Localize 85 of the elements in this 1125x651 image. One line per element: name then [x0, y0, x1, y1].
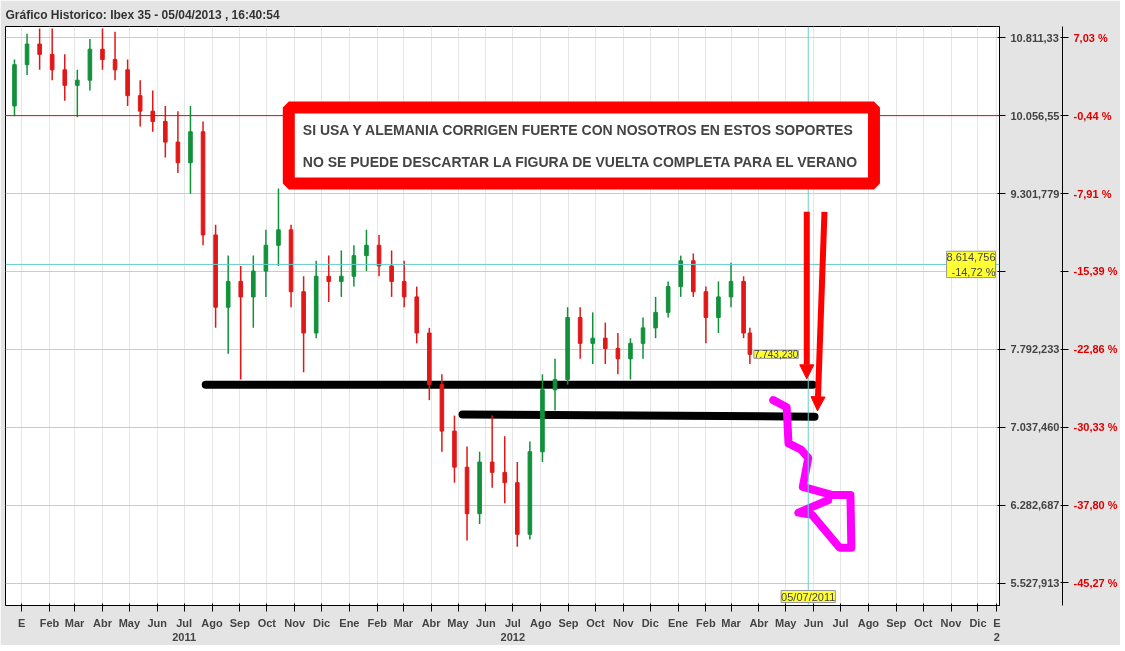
x-tick-label: Nov: [612, 616, 635, 629]
annotation: 7.743,230: [753, 349, 799, 361]
candlestick: [401, 260, 407, 308]
x-tick-label: Ago: [529, 616, 552, 629]
candlestick: [238, 265, 244, 381]
x-tick-label: Oct: [586, 616, 605, 629]
candlestick: [653, 296, 658, 339]
candlestick: [150, 89, 156, 133]
x-tick-label: E: [17, 616, 26, 629]
x-tick-label: Nov: [940, 616, 963, 629]
x-tick-label: May: [447, 616, 470, 629]
x-tick-label: Feb: [39, 616, 60, 629]
x-tick-label: May: [775, 616, 798, 629]
y2-tick-label: -0,44 %: [1073, 109, 1112, 122]
candlestick: [728, 262, 734, 308]
x-tick-label: Dic: [969, 616, 987, 629]
x-tick-label: Jun: [476, 616, 496, 629]
y-tick-label: 5.527,913: [1010, 577, 1060, 590]
y-tick-label: 6.282,687: [1010, 499, 1060, 512]
x-tick-label: May: [118, 616, 141, 629]
candlestick: [389, 249, 394, 298]
x-tick-label: Dic: [641, 616, 659, 629]
y2-tick-label: -22,86 %: [1073, 343, 1118, 356]
candlestick: [175, 110, 181, 174]
y-tick-label: 10.056,55: [1010, 109, 1060, 122]
candlestick: [590, 311, 596, 365]
x-tick-label: Sep: [558, 616, 579, 629]
x-tick-label: Feb: [367, 616, 388, 629]
y2-tick-label: -30,33 %: [1073, 421, 1118, 434]
x-tick-label: Abr: [749, 616, 770, 629]
x-tick-label: Jul 2011: [172, 616, 197, 643]
x-tick-label: Ene: [667, 616, 689, 629]
x-tick-label: Jun: [803, 616, 824, 629]
x-tick-label: Dic: [313, 616, 331, 629]
candlestick: [628, 337, 633, 381]
candlestick: [100, 27, 105, 71]
candlestick: [49, 27, 55, 81]
y2-tick-label: -15,39 %: [1073, 265, 1118, 278]
x-tick-label: Mar: [393, 616, 414, 629]
y2-tick-label: -45,27 %: [1073, 576, 1118, 589]
x-tick-label: Sep: [229, 616, 251, 629]
candlestick: [603, 321, 608, 365]
x-tick-label: Oct: [257, 616, 277, 629]
x-tick-label: Feb: [696, 616, 716, 629]
candlestick: [37, 27, 42, 71]
x-tick-label: Ene: [339, 616, 360, 629]
y2-tick-label: -7,91 %: [1073, 187, 1112, 200]
x-tick-label: Ago: [201, 616, 223, 629]
candlestick: [339, 249, 344, 298]
x-tick-label: Jul 2012: [500, 616, 526, 643]
candlestick: [62, 53, 68, 102]
x-tick-label: Abr: [93, 616, 113, 629]
chart-title: Gráfico Historico: Ibex 35 - 05/04/2013 , 16:40:54: [5, 7, 280, 22]
x-tick-label: Oct: [914, 616, 933, 629]
candlestick: [326, 254, 332, 303]
candlestick: [489, 414, 495, 489]
y-tick-label: 7.037,460: [1010, 421, 1060, 434]
candlestick: [163, 105, 168, 159]
candlestick: [615, 332, 621, 376]
x-tick-label: E 2: [993, 616, 1001, 643]
candlestick: [351, 244, 357, 288]
candlestick: [24, 32, 30, 76]
x-tick-label: Abr: [421, 616, 442, 629]
candlestick: [75, 69, 80, 119]
ref-line-label: 05/07/2011: [781, 590, 836, 603]
x-tick-label: Nov: [284, 616, 306, 629]
annotation: SI USA Y ALEMANIA CORRIGEN FUERTE CON NOSOTROS EN ESTOS SOPORTES NO SE PUEDE DESCARTAR LA FIGURA DE VUELTA COMPLETA PARA EL VERANO: [302, 121, 858, 170]
candlestick: [502, 435, 508, 505]
x-tick-label: Mar: [721, 616, 742, 629]
y-tick-label: 7.792,233: [1010, 343, 1060, 356]
x-tick-label: Mar: [64, 616, 86, 629]
ref-line-label: 8.614,756 -14,72 %: [946, 251, 996, 278]
candlestick: [716, 280, 721, 334]
x-tick-label: Sep: [886, 616, 907, 629]
y2-tick-label: 7,03 %: [1073, 31, 1108, 44]
candlestick: [137, 79, 143, 128]
x-tick-label: Jul: [832, 616, 849, 629]
candlestick: [640, 316, 646, 360]
x-tick-label: Ago: [857, 616, 880, 629]
x-tick-label: Jun: [147, 616, 168, 629]
y2-tick-label: -37,80 %: [1073, 499, 1118, 512]
candlestick: [276, 187, 281, 267]
y-tick-label: 9.301,779: [1010, 187, 1060, 200]
candlestick: [364, 229, 369, 272]
y-tick-label: 10.811,33: [1010, 31, 1059, 44]
